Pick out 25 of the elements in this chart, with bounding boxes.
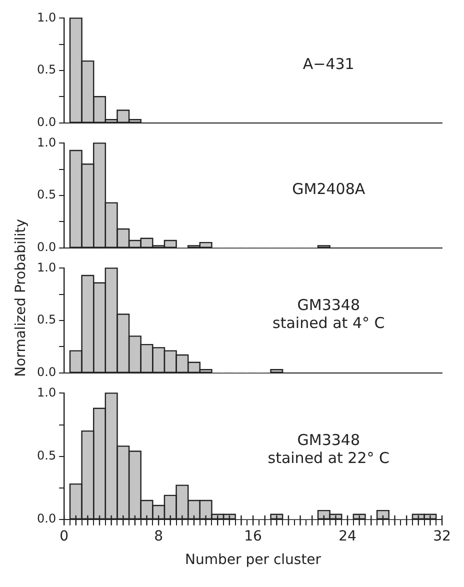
x-tick-label: 0: [60, 528, 69, 544]
y-tick-label: 0.0: [36, 512, 56, 526]
annotation: GM3348: [297, 296, 360, 314]
x-tick-label: 16: [244, 528, 262, 544]
y-tick-label: 1.0: [36, 260, 56, 274]
y-tick-label: 0.5: [36, 62, 56, 77]
y-tick-label: 0.0: [36, 240, 56, 254]
annotation: stained at 4° C: [272, 314, 385, 332]
y-tick-label: 0.0: [36, 114, 56, 129]
annotation: GM3348: [297, 430, 360, 449]
y-axis-title: Normalized Probability: [13, 219, 29, 377]
x-tick-label: 32: [433, 528, 451, 544]
annotation: stained at 22° C: [268, 448, 390, 467]
y-tick-label: 1.0: [36, 135, 56, 150]
y-tick-label: 0.0: [36, 364, 56, 379]
annotation: GM2408A: [292, 180, 366, 198]
annotation: A−431: [302, 55, 354, 74]
y-tick-label: 0.5: [36, 312, 56, 327]
y-tick-label: 0.5: [36, 188, 56, 202]
x-tick-label: 24: [338, 528, 357, 544]
x-axis-title: Number per cluster: [185, 552, 322, 568]
y-tick-label: 0.5: [36, 448, 56, 462]
y-tick-label: 1.0: [36, 10, 56, 24]
x-tick-label: 8: [154, 528, 164, 544]
y-tick-label: 1.0: [36, 385, 56, 400]
